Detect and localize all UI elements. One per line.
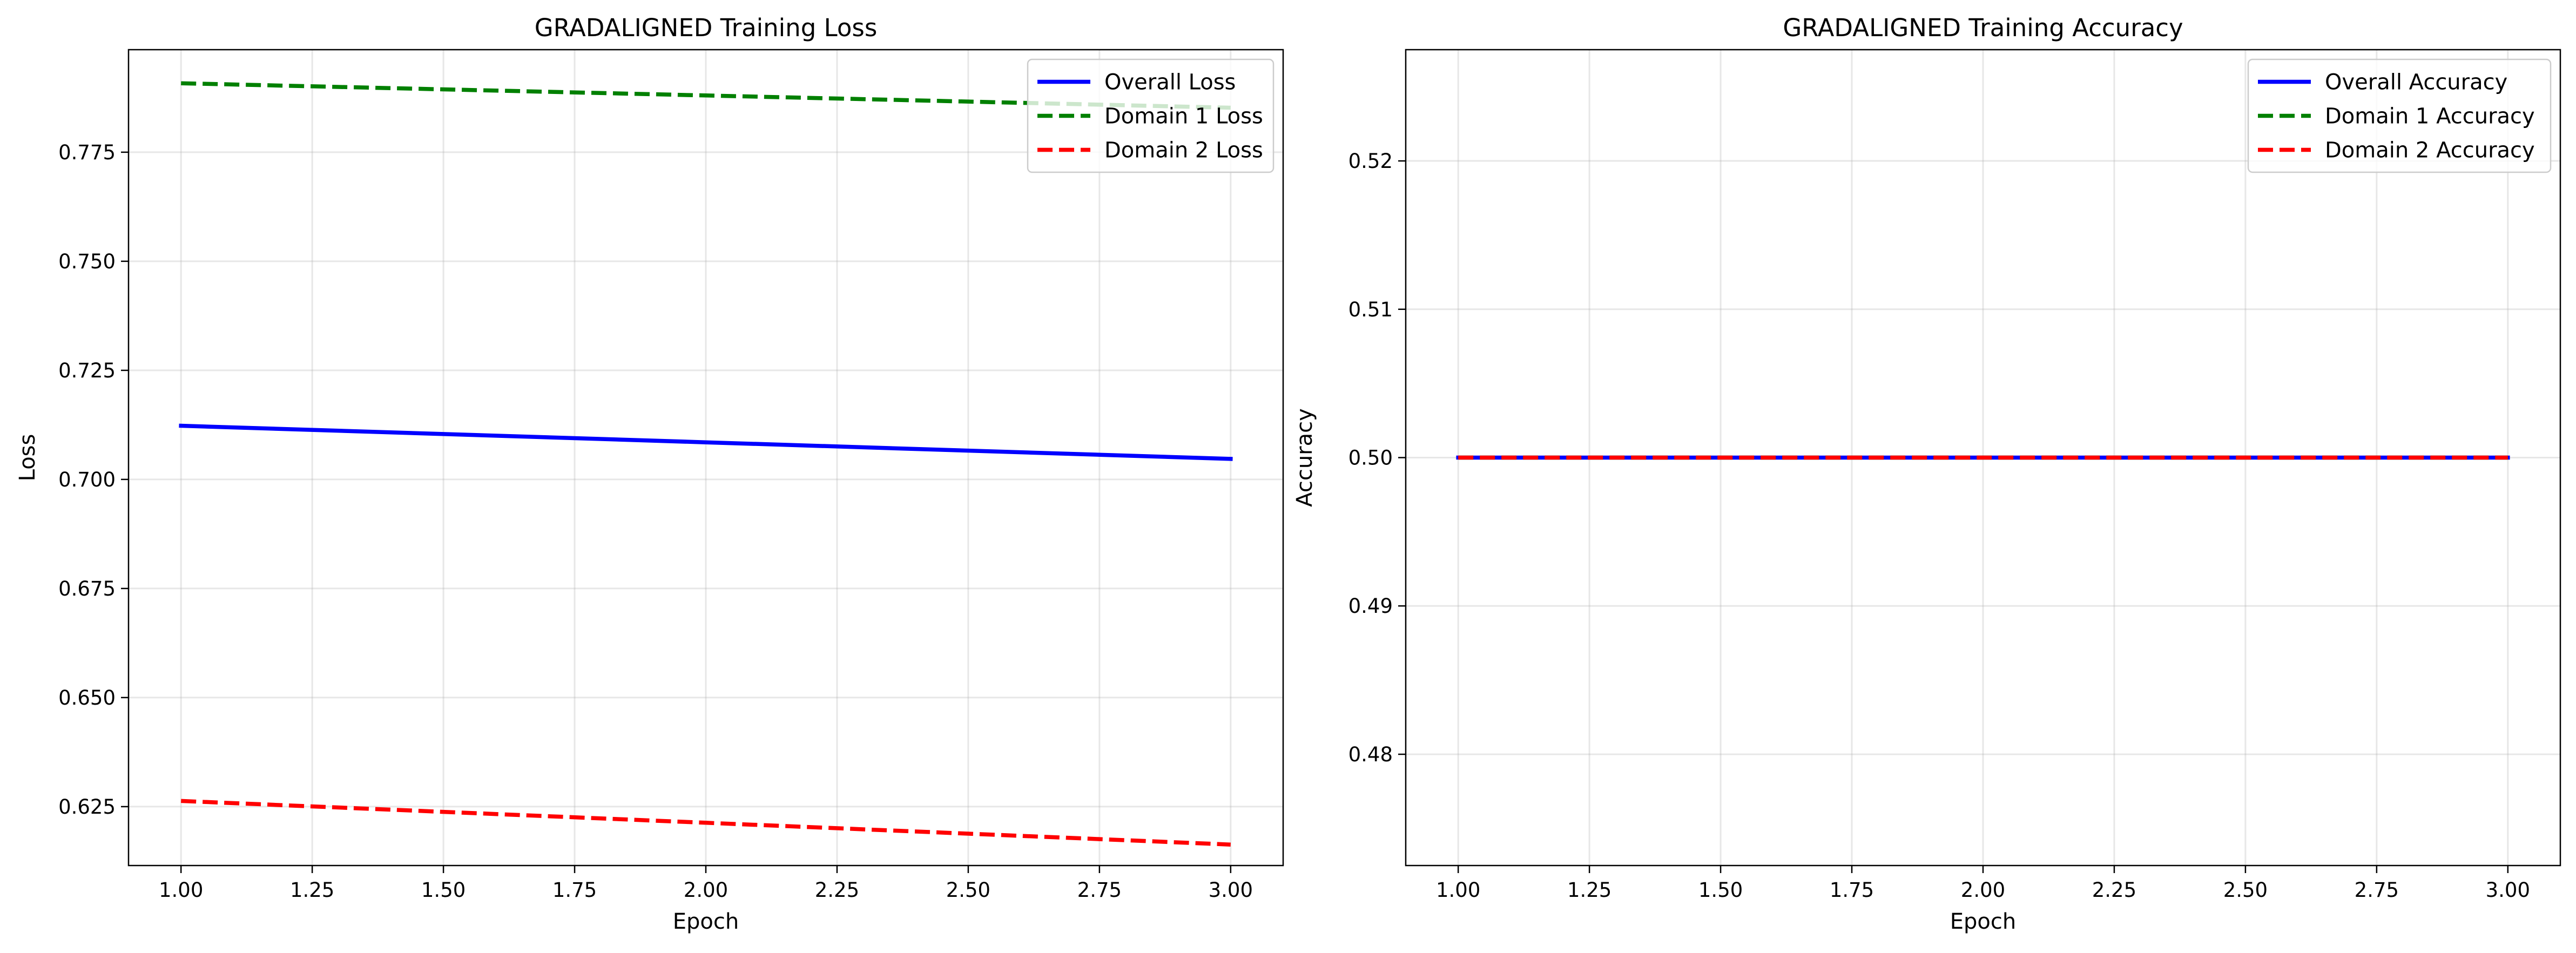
loss-legend-label-domain-2-loss: Domain 2 Loss	[1104, 138, 1263, 163]
accuracy-x-tick-label: 2.75	[2355, 878, 2399, 902]
loss-legend-label-overall-loss: Overall Loss	[1104, 70, 1236, 95]
loss-series-domain-2-loss	[181, 799, 1231, 847]
loss-x-tick-label: 2.75	[1077, 878, 1122, 902]
accuracy-y-tick-label: 0.49	[1348, 594, 1393, 618]
accuracy-x-tick-label: 2.25	[2092, 878, 2136, 902]
loss-y-tick-label: 0.700	[58, 468, 116, 491]
accuracy-x-tick-label: 1.00	[1436, 878, 1480, 902]
accuracy-y-tick-label: 0.48	[1348, 743, 1393, 766]
accuracy-legend-label-overall-accuracy: Overall Accuracy	[2325, 70, 2507, 95]
accuracy-x-tick-label: 2.50	[2223, 878, 2268, 902]
loss-x-tick-label: 2.00	[684, 878, 728, 902]
loss-legend-box	[1027, 58, 1274, 173]
accuracy-x-axis-label: Epoch	[1950, 909, 2016, 934]
accuracy-legend-label-domain-2-accuracy: Domain 2 Accuracy	[2325, 138, 2535, 163]
accuracy-chart: 1.00 1.25 1.50 1.75 2.00 2.25 2.50 2.75 3.00 0.48…	[1292, 13, 2561, 934]
loss-x-tick-label: 3.00	[1209, 878, 1253, 902]
accuracy-legend-label-domain-1-accuracy: Domain 1 Accuracy	[2325, 104, 2535, 129]
accuracy-y-tick-label: 0.50	[1348, 447, 1393, 470]
accuracy-legend: Overall Accuracy Domain 1 Accuracy Domain …	[2247, 58, 2552, 173]
loss-x-tick-label: 2.25	[815, 878, 859, 902]
accuracy-x-tick-label: 2.00	[1961, 878, 2005, 902]
loss-y-tick-label: 0.675	[58, 577, 116, 600]
loss-y-tick-label: 0.750	[58, 250, 116, 273]
accuracy-y-axis-label: Accuracy	[1292, 408, 1317, 507]
accuracy-x-tick-label: 3.00	[2486, 878, 2530, 902]
accuracy-x-tick-label: 1.25	[1567, 878, 1611, 902]
loss-x-tick-label: 2.50	[946, 878, 990, 902]
loss-legend-label-domain-1-loss: Domain 1 Loss	[1104, 104, 1263, 129]
loss-x-tick-label: 1.75	[552, 878, 597, 902]
loss-series-overall-loss	[179, 423, 1233, 461]
accuracy-x-tick-label: 1.50	[1698, 878, 1743, 902]
loss-chart: 1.00 1.25 1.50 1.75 2.00 2.25 2.50 2.75 3.00 0.62…	[15, 13, 1284, 934]
loss-x-tick-label: 1.00	[159, 878, 203, 902]
loss-y-axis-label: Loss	[15, 434, 40, 482]
loss-legend: Overall Loss Domain 1 Loss Domain 2 Loss	[1027, 58, 1274, 173]
loss-chart-title: GRADALIGNED Training Loss	[535, 13, 878, 42]
loss-x-axis-label: Epoch	[673, 909, 739, 934]
accuracy-x-tick-label: 1.75	[1830, 878, 1874, 902]
accuracy-y-tick-label: 0.52	[1348, 150, 1393, 173]
loss-y-tick-label: 0.650	[58, 686, 116, 709]
accuracy-y-tick-label: 0.51	[1348, 298, 1393, 321]
loss-y-tick-label: 0.775	[58, 141, 116, 164]
loss-y-tick-label: 0.625	[58, 795, 116, 819]
loss-x-tick-label: 1.50	[421, 878, 466, 902]
accuracy-chart-title: GRADALIGNED Training Accuracy	[1783, 13, 2183, 42]
accuracy-legend-box	[2247, 58, 2552, 173]
loss-y-tick-label: 0.725	[58, 359, 116, 382]
loss-x-tick-label: 1.25	[290, 878, 334, 902]
